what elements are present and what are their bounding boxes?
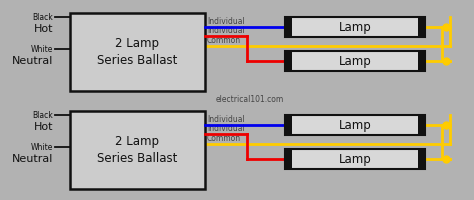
Text: Hot: Hot: [34, 122, 53, 132]
Text: Individual: Individual: [207, 124, 245, 133]
Text: Series Ballast: Series Ballast: [97, 53, 178, 66]
Text: Lamp: Lamp: [338, 152, 371, 166]
Text: 2 Lamp: 2 Lamp: [116, 38, 159, 50]
Text: Black: Black: [32, 12, 53, 21]
Text: Neutral: Neutral: [12, 154, 53, 164]
Bar: [418, 115, 425, 135]
Text: Lamp: Lamp: [338, 21, 371, 33]
Text: Individual: Individual: [207, 26, 245, 35]
Text: Lamp: Lamp: [338, 54, 371, 68]
Text: White: White: [31, 142, 53, 152]
Text: Individual: Individual: [207, 115, 245, 124]
Bar: [285, 17, 425, 37]
Text: Hot: Hot: [34, 24, 53, 34]
Text: Lamp: Lamp: [338, 118, 371, 132]
Bar: [285, 51, 292, 71]
Bar: [285, 149, 292, 169]
Bar: [418, 17, 425, 37]
Bar: [285, 149, 425, 169]
Text: Common: Common: [207, 36, 241, 45]
Bar: [70, 111, 205, 189]
Bar: [285, 115, 425, 135]
Text: Common: Common: [207, 134, 241, 143]
Bar: [285, 17, 292, 37]
Text: 2 Lamp: 2 Lamp: [116, 136, 159, 148]
Bar: [285, 115, 292, 135]
Text: Black: Black: [32, 110, 53, 119]
Text: Individual: Individual: [207, 17, 245, 26]
Bar: [418, 51, 425, 71]
Text: Neutral: Neutral: [12, 56, 53, 66]
Bar: [418, 149, 425, 169]
Bar: [70, 13, 205, 91]
Text: Series Ballast: Series Ballast: [97, 152, 178, 164]
Text: electrical101.com: electrical101.com: [216, 96, 284, 104]
Text: White: White: [31, 45, 53, 53]
Bar: [285, 51, 425, 71]
